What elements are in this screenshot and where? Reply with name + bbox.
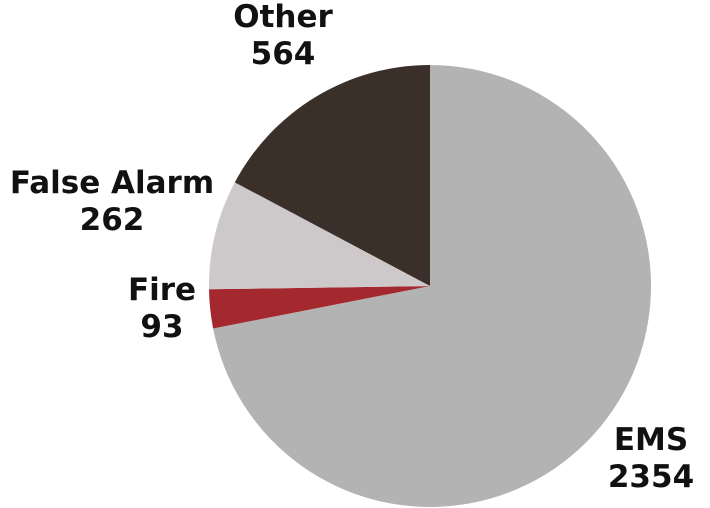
pie-slices <box>208 65 651 508</box>
slice-value-fire: 93 <box>140 309 183 345</box>
slice-value-ems: 2354 <box>608 459 694 495</box>
slice-label-other: Other <box>233 0 333 35</box>
slice-label-false-alarm: False Alarm <box>10 165 214 201</box>
slice-fire <box>209 286 430 329</box>
slice-other <box>234 65 430 286</box>
slice-value-false-alarm: 262 <box>80 202 145 238</box>
slice-false-alarm <box>208 182 430 290</box>
slice-label-fire: Fire <box>128 272 196 308</box>
slice-ems <box>213 65 651 508</box>
slice-value-other: 564 <box>251 36 316 72</box>
slice-label-ems: EMS <box>614 422 688 458</box>
